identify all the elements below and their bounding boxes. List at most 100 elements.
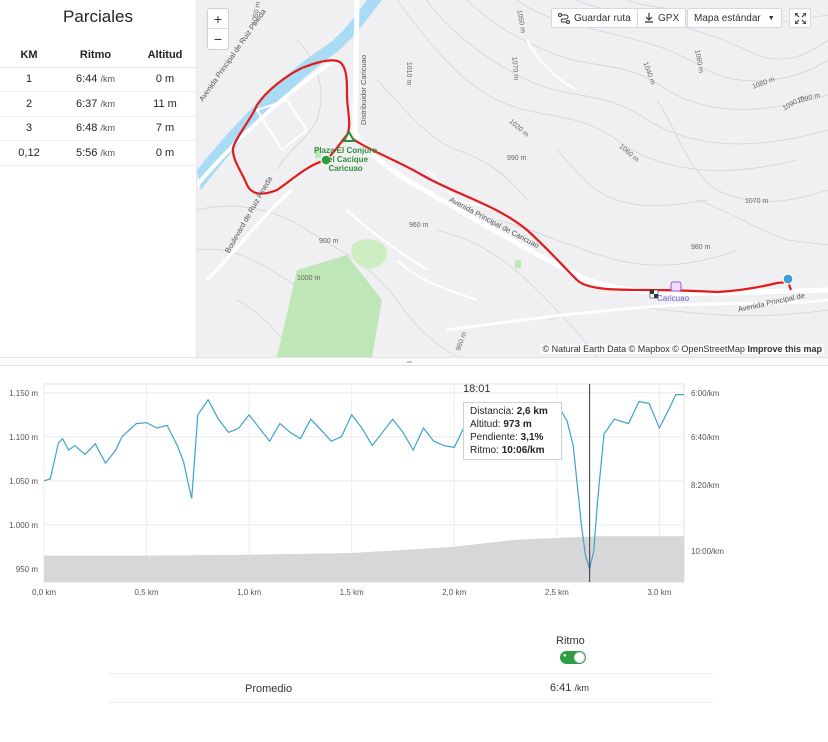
average-pace-value: 6:41 /km — [550, 682, 589, 694]
park-area — [277, 255, 382, 357]
header-elevation: Altitud — [133, 43, 197, 68]
resize-divider[interactable]: ═ — [0, 357, 828, 366]
y-right-axis-ticks: 6:00/km 6:40/km 8:20/km 10:00/km — [691, 389, 724, 556]
average-row: Promedio 6:41 /km — [108, 673, 713, 703]
y-right-tick-label: 10:00/km — [691, 547, 724, 556]
y-tick-label: 1.100 m — [9, 433, 38, 442]
map-attribution: © Natural Earth Data © Mapbox © OpenStre… — [540, 344, 824, 354]
tooltip-pace: Ritmo: 10:06/km — [470, 445, 545, 456]
hover-time: 18:01 — [463, 383, 491, 395]
split-elevation: 0 m — [133, 67, 197, 92]
pace-line-path — [43, 394, 684, 572]
summary-section: Ritmo ● Promedio 6:41 /km — [0, 616, 828, 742]
plaza-icon — [342, 129, 356, 142]
y-right-tick-label: 6:40/km — [691, 433, 720, 442]
save-route-label: Guardar ruta — [574, 12, 631, 24]
average-label: Promedio — [245, 683, 293, 695]
sports-field — [351, 238, 388, 269]
elevation-area — [44, 536, 684, 582]
map-style-dropdown[interactable]: Mapa estándar ▼ — [687, 8, 782, 28]
zoom-out-button[interactable]: − — [213, 31, 223, 47]
y-tick-label: 1.150 m — [9, 389, 38, 398]
street-label: Distribuidor Caricuao — [359, 54, 368, 125]
route-line — [231, 59, 793, 294]
x-tick-label: 3,0 km — [647, 588, 671, 597]
contour-label: 1000 m — [297, 275, 321, 282]
contour-label: 900 m — [319, 238, 339, 245]
fullscreen-button[interactable] — [789, 8, 811, 28]
save-route-button[interactable]: Guardar ruta — [551, 8, 638, 28]
y-right-tick-label: 8:20/km — [691, 481, 720, 490]
split-row: 0,12 5:56 /km 0 m — [0, 140, 197, 166]
splits-title: Parciales — [63, 7, 133, 26]
x-tick-label: 1,0 km — [237, 588, 261, 597]
y-right-tick-label: 6:00/km — [691, 389, 720, 398]
pace-toggle-label: Ritmo — [556, 635, 585, 647]
finish-flag-icon — [649, 289, 659, 299]
contour-label: 960 m — [409, 222, 429, 229]
x-tick-label: 1,5 km — [340, 588, 364, 597]
toggle-knob — [574, 652, 585, 663]
chevron-down-icon: ▼ — [767, 14, 775, 22]
split-pace: 6:44 /km — [58, 67, 133, 92]
header-km: KM — [0, 43, 58, 68]
elevation-pace-chart[interactable]: 0,0 km 0,5 km 1,0 km 1,5 km 2,0 km 2,5 km 3,0 … — [0, 366, 828, 616]
river — [197, 0, 382, 190]
start-marker[interactable] — [320, 154, 332, 166]
route-icon — [558, 12, 570, 24]
station-icon — [670, 281, 682, 292]
y-axis-ticks: 1.150 m 1.100 m 1.050 m 1.000 m 950 m — [9, 389, 38, 574]
y-tick-label: 1.000 m — [9, 521, 38, 530]
tooltip-altitude: Altitud: 973 m — [470, 419, 532, 430]
split-row: 1 6:44 /km 0 m — [0, 67, 197, 92]
split-km: 3 — [0, 116, 58, 141]
split-row: 3 6:48 /km 7 m — [0, 116, 197, 141]
chart-tooltip: Distancia: 2,6 km Altitud: 973 m Pendien… — [463, 402, 562, 460]
pace-toggle[interactable]: ● — [560, 651, 586, 664]
attribution-text: © Natural Earth Data © Mapbox © OpenStre… — [542, 344, 745, 354]
split-km: 1 — [0, 67, 58, 92]
tooltip-slope: Pendiente: 3,1% — [470, 432, 544, 443]
end-marker[interactable] — [782, 273, 794, 285]
contour-label: 980 m — [691, 244, 711, 251]
split-pace: 5:56 /km — [58, 140, 133, 166]
split-km: 2 — [0, 91, 58, 117]
y-tick-label: 950 m — [16, 565, 39, 574]
elevation-area-path — [44, 536, 684, 582]
poi-plaza-label[interactable]: Plaza El Conjuro del Cacique Caricuao — [314, 146, 378, 173]
map-canvas[interactable] — [197, 0, 828, 357]
split-km: 0,12 — [0, 140, 58, 166]
split-elevation: 7 m — [133, 116, 197, 141]
gpx-button[interactable]: GPX — [637, 8, 687, 28]
zoom-in-button[interactable]: + — [208, 9, 228, 29]
green-patch — [515, 260, 521, 268]
x-tick-label: 0,0 km — [32, 588, 56, 597]
green-patch — [315, 148, 321, 158]
route-map[interactable]: Avenida Principal de Ruiz Pineda Bouleva… — [197, 0, 828, 357]
split-elevation: 0 m — [133, 140, 197, 166]
splits-header-row: KM Ritmo Altitud — [0, 43, 197, 68]
zoom-control: + − — [207, 8, 229, 50]
split-row: 2 6:37 /km 11 m — [0, 91, 197, 117]
roads — [197, 0, 828, 332]
drag-handle-icon[interactable]: ═ — [407, 359, 412, 366]
toggle-on-indicator: ● — [563, 653, 567, 659]
improve-map-link[interactable]: Improve this map — [747, 344, 822, 354]
x-tick-label: 0,5 km — [135, 588, 159, 597]
pace-line — [43, 394, 684, 572]
gpx-label: GPX — [658, 12, 680, 24]
map-style-label: Mapa estándar — [694, 12, 761, 24]
tooltip-distance: Distancia: 2,6 km — [470, 406, 548, 417]
header-pace: Ritmo — [58, 43, 133, 68]
contour-label: 1070 m — [745, 198, 769, 205]
split-pace: 6:48 /km — [58, 116, 133, 141]
x-tick-label: 2,5 km — [545, 588, 569, 597]
split-elevation: 11 m — [133, 91, 197, 117]
x-axis-ticks: 0,0 km 0,5 km 1,0 km 1,5 km 2,0 km 2,5 km 3,0 … — [32, 588, 672, 597]
poi-station-label[interactable]: Caricuao — [657, 294, 690, 303]
contour-label: 1010 m — [405, 61, 413, 86]
y-tick-label: 1.050 m — [9, 477, 38, 486]
splits-table: KM Ritmo Altitud 1 6:44 /km 0 m 2 6:37 /… — [0, 43, 197, 166]
x-tick-label: 2,0 km — [442, 588, 466, 597]
